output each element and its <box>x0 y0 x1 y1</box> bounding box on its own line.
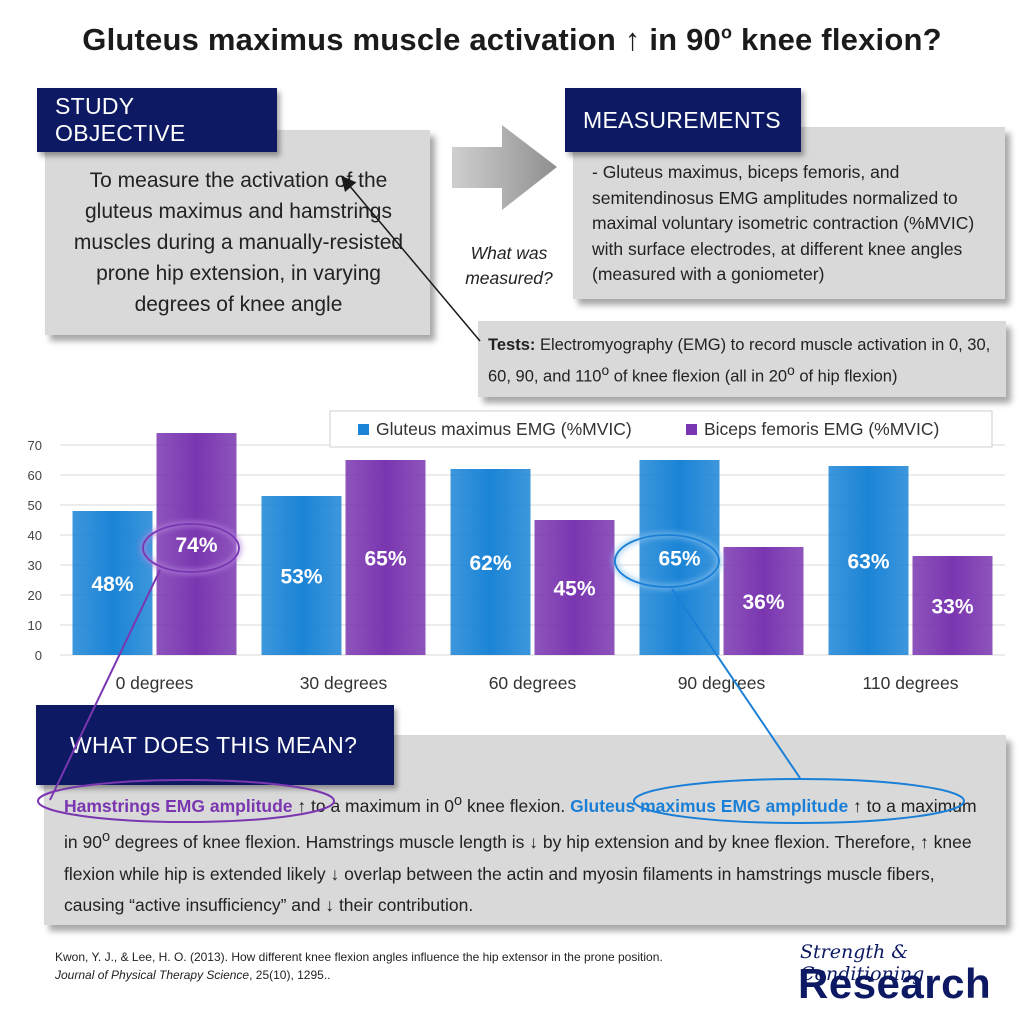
citation-rest: , 25(10), 1295.. <box>249 968 331 982</box>
title-degree-sup: o <box>721 22 733 43</box>
measurements-panel <box>573 127 1005 299</box>
bar-gluteus-4 <box>828 466 909 655</box>
y-tick-label-0: 0 <box>35 648 42 663</box>
data-label-biceps-4: 33% <box>931 596 973 619</box>
meaning-degree-sup: o <box>453 793 463 809</box>
x-tick-label-4: 110 degrees <box>862 673 958 693</box>
page-title: Gluteus maximus muscle activation ↑ in 9… <box>0 22 1024 58</box>
bar-biceps-1 <box>345 460 426 655</box>
hamstrings-highlight: Hamstrings EMG amplitude <box>64 795 293 816</box>
x-tick-label-2: 60 degrees <box>489 673 577 693</box>
tests-degree-sup-2: o <box>787 363 795 378</box>
data-label-gluteus-4: 63% <box>847 551 889 574</box>
y-tick-label-10: 10 <box>28 618 42 633</box>
data-label-gluteus-0: 48% <box>91 573 133 596</box>
meaning-header: WHAT DOES THIS MEAN? <box>36 705 394 785</box>
measurements-header: MEASUREMENTS <box>565 88 801 152</box>
x-tick-label-0: 0 degrees <box>116 673 194 693</box>
citation-journal: Journal of Physical Therapy Science <box>55 968 250 982</box>
objective-header: STUDY OBJECTIVE <box>37 88 277 152</box>
emg-bar-chart: 0 10 20 30 40 50 60 70 48% 74% 0 degrees 53% 65% 30 d… <box>28 410 1005 693</box>
legend-swatch-biceps <box>686 424 697 435</box>
legend-label-biceps: Biceps femoris EMG (%MVIC) <box>704 419 939 439</box>
meaning-text-2: knee flexion. <box>462 795 571 816</box>
tests-text-b: of knee flexion (all in 20 <box>609 367 788 386</box>
bar-gluteus-2 <box>450 469 531 655</box>
legend-box <box>329 410 993 448</box>
data-label-gluteus-2: 62% <box>469 552 511 575</box>
data-label-gluteus-3: 65% <box>658 548 700 571</box>
meaning-text: Hamstrings EMG amplitude ↑ to a maximum … <box>64 786 994 922</box>
y-tick-label-70: 70 <box>28 438 42 453</box>
meaning-text-1: ↑ to a maximum in 0 <box>292 795 454 816</box>
tests-text-c: of hip flexion) <box>794 367 898 386</box>
y-tick-label-20: 20 <box>28 588 42 603</box>
logo-tagline: Strength & Conditioning <box>800 941 925 985</box>
objective-text: To measure the activation of the gluteus… <box>73 169 404 316</box>
tests-text-a: Electromyography (EMG) to record muscle … <box>488 336 991 386</box>
data-label-gluteus-1: 53% <box>280 566 322 589</box>
citation: Kwon, Y. J., & Lee, H. O. (2013). How di… <box>55 948 795 984</box>
title-main: Gluteus maximus muscle activation ↑ in 9… <box>82 22 722 57</box>
meaning-degree-sup-2: o <box>101 829 111 846</box>
logo-wordmark: Research <box>798 960 992 1007</box>
tests-text: Tests: Electromyography (EMG) to record … <box>488 333 998 390</box>
arrow-caption: What was measured? <box>465 243 553 288</box>
title-end: knee flexion? <box>732 22 942 57</box>
chart-legend: Gluteus maximus EMG (%MVIC) Biceps femori… <box>329 410 993 448</box>
tests-label: Tests: <box>488 336 536 354</box>
y-tick-label-50: 50 <box>28 498 42 513</box>
meaning-text-4: degrees of knee flexion. Hamstrings musc… <box>64 832 972 916</box>
bar-biceps-2 <box>534 520 615 655</box>
y-tick-label-40: 40 <box>28 528 42 543</box>
bar-biceps-4 <box>912 556 993 655</box>
data-label-biceps-1: 65% <box>364 548 406 571</box>
legend-label-gluteus: Gluteus maximus EMG (%MVIC) <box>376 419 632 439</box>
x-tick-label-3: 90 degrees <box>678 673 766 693</box>
tests-degree-sup: o <box>601 363 610 378</box>
data-label-biceps-3: 36% <box>742 591 784 614</box>
legend-swatch-gluteus <box>358 424 369 435</box>
x-tick-label-1: 30 degrees <box>300 673 388 693</box>
tests-panel <box>478 321 1006 397</box>
y-tick-label-60: 60 <box>28 468 42 483</box>
data-label-biceps-0: 74% <box>175 534 217 557</box>
data-label-biceps-2: 45% <box>553 578 595 601</box>
bar-gluteus-1 <box>261 496 342 655</box>
measurements-text: - Gluteus maximus, biceps femoris, and s… <box>592 162 975 284</box>
right-arrow-icon <box>452 125 557 210</box>
y-tick-label-30: 30 <box>28 558 42 573</box>
citation-line-1: Kwon, Y. J., & Lee, H. O. (2013). How di… <box>55 950 663 964</box>
gluteus-highlight: Gluteus maximus EMG amplitude <box>570 795 849 816</box>
